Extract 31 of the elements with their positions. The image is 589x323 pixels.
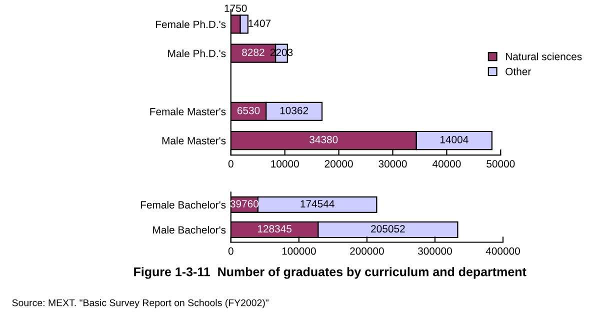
x-tick-label: 200000: [350, 247, 384, 255]
data-label: 128345: [258, 225, 292, 233]
x-tick-label: 0: [228, 160, 234, 168]
x-tick-label: 40000: [432, 160, 461, 168]
x-tick-label: 10000: [271, 160, 299, 168]
data-label: 34380: [310, 136, 338, 144]
data-label: 1407: [248, 20, 271, 28]
legend-label: Other: [506, 68, 531, 76]
data-label: 6530: [237, 106, 260, 114]
y-tick-label: Female Ph.D.'s: [156, 20, 226, 28]
data-label: 174544: [300, 200, 334, 208]
source-note: Source: MEXT. "Basic Survey Report on Schools (FY2002)": [12, 299, 268, 308]
y-tick-label: Male Master's: [162, 136, 226, 144]
y-tick-label: Male Ph.D.'s: [168, 50, 226, 58]
y-tick-label: Female Master's: [150, 108, 226, 116]
x-tick-label: 30000: [378, 160, 407, 168]
x-tick-label: 0: [228, 247, 234, 255]
x-tick-label: 400000: [486, 247, 520, 255]
y-tick-label: Male Bachelor's: [153, 226, 226, 234]
y-tick-label: Female Bachelor's: [140, 200, 226, 209]
x-tick-label: 20000: [324, 160, 353, 168]
data-label: 1750: [224, 4, 247, 12]
x-tick-label: 100000: [282, 247, 316, 255]
legend-label: Natural sciences: [506, 52, 582, 60]
data-label: 14004: [440, 136, 468, 144]
x-tick-label: 300000: [418, 247, 452, 255]
x-tick-label: 50000: [486, 160, 515, 168]
text: Figure 1-3-11 Number of graduates by curriculum and department: [134, 267, 526, 279]
data-label: 8282: [242, 48, 264, 56]
data-label: 205052: [371, 225, 405, 233]
data-label: 10362: [280, 106, 308, 114]
